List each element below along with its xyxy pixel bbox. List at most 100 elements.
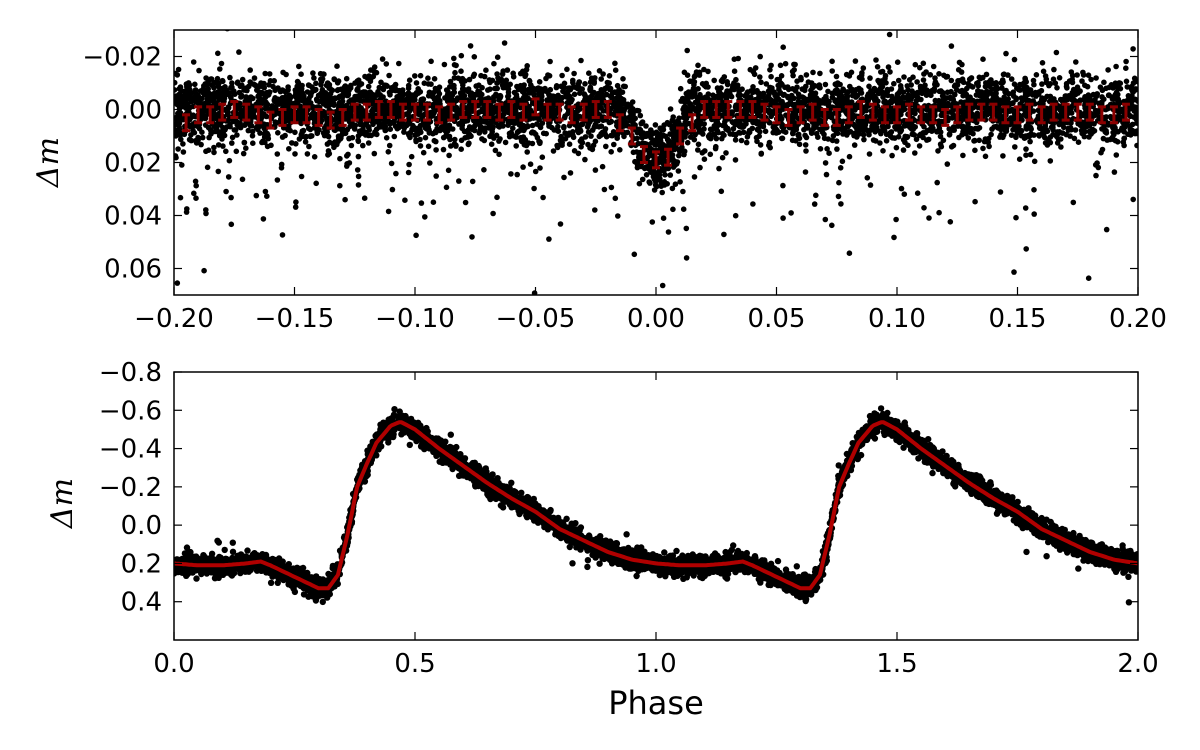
top-point: [389, 186, 396, 193]
top-point: [462, 135, 468, 141]
top-point: [436, 84, 443, 90]
top-point: [348, 107, 355, 113]
top-point: [596, 68, 603, 74]
top-point: [302, 139, 309, 145]
top-point: [1097, 84, 1104, 90]
top-point: [959, 61, 965, 68]
top-point: [537, 165, 543, 171]
top-point: [934, 129, 940, 135]
top-point: [579, 139, 586, 146]
top-point: [989, 86, 996, 92]
top-point: [274, 177, 281, 183]
top-point: [286, 146, 292, 152]
top-point: [676, 152, 682, 159]
top-point: [566, 141, 573, 147]
top-point: [315, 92, 322, 99]
top-point: [292, 129, 298, 136]
top-point: [425, 143, 432, 150]
top-point: [746, 129, 753, 135]
top-point: [937, 101, 943, 107]
top-point: [923, 92, 930, 98]
top-point: [300, 108, 307, 114]
top-point: [953, 87, 960, 93]
top-point: [918, 96, 924, 103]
top-point: [948, 77, 955, 84]
top-point: [1015, 86, 1022, 93]
top-point: [229, 134, 236, 141]
top-point: [1121, 142, 1127, 149]
top-point: [211, 113, 217, 120]
top-point: [350, 122, 357, 129]
top-point: [829, 137, 836, 144]
top-point: [768, 62, 774, 69]
top-point: [875, 109, 881, 115]
top-point: [680, 188, 686, 195]
top-point: [419, 113, 426, 120]
top-point: [680, 206, 687, 212]
top-point: [510, 74, 517, 80]
top-point: [823, 171, 830, 178]
top-point: [510, 125, 516, 131]
top-point: [966, 76, 973, 83]
top-point: [282, 132, 288, 139]
top-point: [304, 151, 311, 157]
top-point: [1000, 71, 1007, 78]
top-point: [612, 67, 619, 73]
top-point: [405, 85, 412, 92]
top-point: [1093, 172, 1099, 179]
top-point: [964, 85, 970, 92]
top-point: [531, 185, 537, 192]
top-point: [941, 72, 947, 79]
top-point: [294, 78, 301, 85]
top-point: [177, 84, 184, 90]
top-point: [1128, 129, 1135, 135]
top-point: [744, 134, 751, 140]
top-point: [422, 125, 429, 131]
top-point: [591, 89, 597, 96]
top-point: [1065, 125, 1072, 132]
top-point: [309, 133, 315, 139]
top-point: [695, 147, 701, 153]
top-point: [526, 78, 533, 85]
top-point: [1043, 112, 1049, 118]
top-point: [1114, 139, 1121, 145]
top-point: [1011, 110, 1018, 116]
top-point: [249, 133, 256, 139]
top-point: [501, 40, 508, 46]
top-point: [425, 75, 431, 81]
top-point: [550, 148, 557, 154]
top-point: [965, 121, 971, 128]
top-point: [858, 121, 864, 128]
top-point: [391, 133, 398, 140]
top-point: [546, 236, 552, 242]
top-point: [225, 174, 232, 180]
top-point: [860, 131, 867, 138]
top-point: [921, 124, 927, 130]
top-point: [364, 97, 371, 104]
top-point: [339, 131, 346, 138]
top-point: [1054, 140, 1061, 146]
top-point: [576, 113, 583, 120]
top-point: [730, 83, 736, 90]
top-point: [727, 88, 733, 94]
top-point: [540, 130, 547, 137]
top-point: [901, 74, 907, 80]
top-point: [1058, 112, 1064, 118]
top-point: [262, 70, 269, 77]
top-point: [1056, 121, 1063, 128]
top-point: [887, 69, 893, 75]
top-point: [186, 136, 193, 143]
top-point: [285, 84, 291, 90]
top-point: [895, 77, 902, 84]
top-point: [476, 109, 483, 115]
top-point: [913, 136, 920, 143]
top-point: [203, 210, 209, 217]
top-point: [430, 130, 436, 137]
top-point: [211, 123, 217, 130]
top-point: [1043, 76, 1050, 82]
top-point: [422, 134, 429, 141]
top-point: [817, 126, 823, 133]
top-point: [185, 80, 192, 86]
top-point: [1058, 136, 1064, 142]
